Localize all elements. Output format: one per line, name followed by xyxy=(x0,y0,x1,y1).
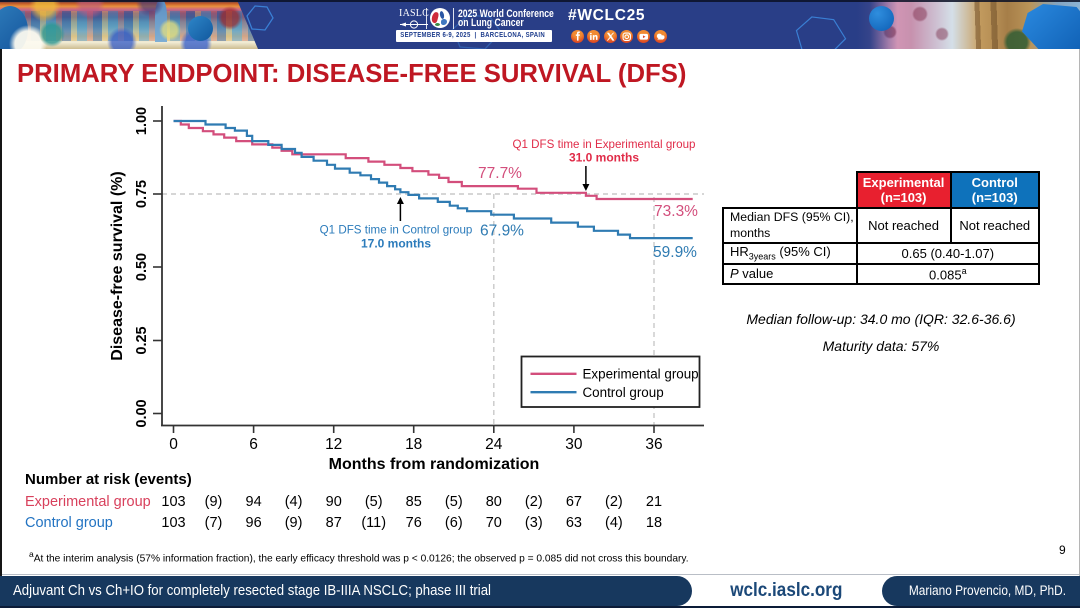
svg-text:30: 30 xyxy=(565,436,583,453)
svg-text:(7): (7) xyxy=(205,515,223,531)
svg-text:1.00: 1.00 xyxy=(134,107,150,135)
svg-text:63: 63 xyxy=(566,515,582,531)
svg-text:103: 103 xyxy=(161,494,185,510)
svg-text:(11): (11) xyxy=(361,515,386,531)
svg-text:(9): (9) xyxy=(285,515,303,531)
svg-text:17.0 months: 17.0 months xyxy=(361,237,431,251)
svg-text:12: 12 xyxy=(325,436,342,453)
svg-text:0.50: 0.50 xyxy=(134,253,150,281)
svg-text:Experimental group: Experimental group xyxy=(25,494,151,510)
svg-text:24: 24 xyxy=(485,436,503,453)
svg-text:21: 21 xyxy=(646,494,662,510)
svg-text:70: 70 xyxy=(486,515,502,531)
svg-text:(5): (5) xyxy=(445,494,463,510)
svg-text:0: 0 xyxy=(169,436,178,453)
svg-text:77.7%: 77.7% xyxy=(478,165,522,182)
svg-text:18: 18 xyxy=(646,515,662,531)
svg-text:67: 67 xyxy=(566,494,582,510)
svg-text:67.9%: 67.9% xyxy=(480,223,524,240)
svg-text:73.3%: 73.3% xyxy=(654,203,698,220)
svg-text:(2): (2) xyxy=(605,494,623,510)
svg-text:36: 36 xyxy=(645,436,662,453)
svg-text:(4): (4) xyxy=(605,515,623,531)
svg-text:Months from randomization: Months from randomization xyxy=(329,456,540,473)
svg-text:90: 90 xyxy=(326,494,342,510)
svg-text:0.00: 0.00 xyxy=(134,399,150,427)
svg-text:Disease-free survival (%): Disease-free survival (%) xyxy=(109,171,126,360)
svg-text:94: 94 xyxy=(246,494,262,510)
svg-text:80: 80 xyxy=(486,494,502,510)
svg-text:6: 6 xyxy=(249,436,258,453)
svg-text:(6): (6) xyxy=(445,515,463,531)
svg-text:Number at risk (events): Number at risk (events) xyxy=(25,471,192,488)
svg-text:85: 85 xyxy=(406,494,422,510)
svg-text:76: 76 xyxy=(406,515,422,531)
svg-text:(5): (5) xyxy=(365,494,383,510)
svg-text:87: 87 xyxy=(326,515,342,531)
svg-text:Q1 DFS time in Control group: Q1 DFS time in Control group xyxy=(320,224,473,237)
svg-text:Control group: Control group xyxy=(25,515,113,531)
svg-text:(9): (9) xyxy=(205,494,223,510)
svg-text:0.75: 0.75 xyxy=(134,180,150,208)
svg-text:(4): (4) xyxy=(285,494,303,510)
svg-text:0.25: 0.25 xyxy=(134,326,150,354)
svg-text:(3): (3) xyxy=(525,515,543,531)
svg-text:Experimental group: Experimental group xyxy=(583,367,699,382)
svg-text:Control group: Control group xyxy=(583,385,664,400)
svg-text:Q1 DFS time in Experimental g: Q1 DFS time in Experimental group xyxy=(513,138,696,151)
svg-text:(2): (2) xyxy=(525,494,543,510)
svg-text:31.0 months: 31.0 months xyxy=(569,151,639,165)
svg-text:103: 103 xyxy=(161,515,185,531)
svg-text:96: 96 xyxy=(246,515,262,531)
svg-text:18: 18 xyxy=(405,436,422,453)
svg-text:59.9%: 59.9% xyxy=(653,244,697,261)
